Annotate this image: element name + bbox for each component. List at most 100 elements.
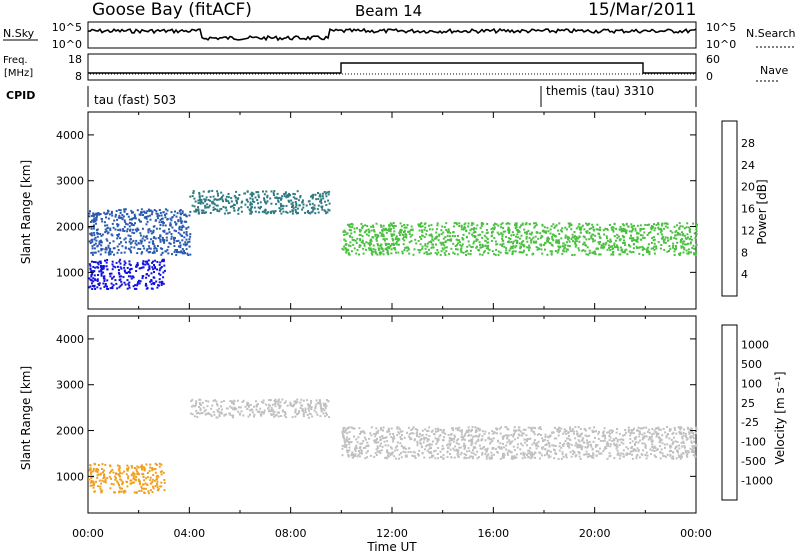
- power-band-2-pixel: [396, 240, 399, 243]
- velocity-band-1-pixel: [396, 434, 399, 437]
- power-band-2-pixel: [532, 252, 535, 255]
- power-band-2-pixel: [443, 226, 446, 229]
- velocity-band-1-pixel: [651, 433, 654, 436]
- power-band-2-pixel: [663, 222, 666, 225]
- power-band-2-pixel: [506, 222, 509, 225]
- velocity-band-1-pixel: [512, 455, 515, 458]
- power-band-2-pixel: [507, 227, 510, 230]
- power-band-1-pixel: [197, 212, 200, 215]
- power-band-2-pixel: [578, 228, 581, 231]
- velocity-band-1-pixel: [496, 432, 498, 435]
- velocity-band-1-pixel: [692, 451, 695, 453]
- power-band-2-pixel: [388, 247, 391, 250]
- velocity-colorbar-frame: [721, 324, 738, 501]
- velocity-band-1-pixel: [574, 455, 577, 458]
- velocity-band-1-pixel: [547, 456, 550, 459]
- velocity-band-1-pixel: [588, 440, 591, 443]
- power-band-2-pixel: [512, 250, 515, 253]
- power-band-2-pixel: [641, 248, 644, 251]
- velocity-colorbar-tick: -100: [741, 436, 766, 449]
- power-band-2-pixel: [382, 250, 385, 253]
- power-band-1-pixel: [213, 203, 216, 206]
- power-band-1-pixel: [246, 200, 249, 203]
- power-band-2-pixel: [370, 240, 373, 243]
- power-band-1-pixel: [263, 197, 265, 200]
- power-band-0-pixel: [151, 210, 154, 213]
- velocity-band-1-pixel: [593, 430, 596, 433]
- power-band-0-pixel: [106, 224, 109, 227]
- power-band-0-pixel: [107, 217, 110, 220]
- velocity-band-1-pixel: [442, 454, 445, 457]
- power-band-3-pixel: [148, 265, 151, 268]
- velocity-band-1-pixel: [685, 454, 688, 457]
- velocity-band-1-pixel: [655, 449, 658, 452]
- power-band-2-pixel: [427, 248, 430, 251]
- power-band-3-pixel: [123, 269, 126, 272]
- power-band-0-pixel: [88, 212, 91, 215]
- velocity-band-1-pixel: [613, 457, 616, 460]
- power-band-2-pixel: [575, 240, 578, 243]
- power-band-2-pixel: [415, 242, 418, 245]
- velocity-band-1-pixel: [468, 429, 471, 431]
- power-band-0-pixel: [138, 213, 141, 216]
- velocity-band-0-pixel: [219, 411, 222, 414]
- power-band-2-pixel: [520, 241, 523, 244]
- power-band-2-pixel: [661, 236, 664, 238]
- velocity-band-1-pixel: [571, 449, 574, 452]
- velocity-band-0-pixel: [190, 400, 193, 403]
- power-band-2-pixel: [456, 243, 459, 246]
- power-band-1-pixel: [287, 195, 290, 198]
- velocity-band-1-pixel: [412, 450, 415, 453]
- power-band-0-pixel: [110, 210, 113, 213]
- power-band-2-pixel: [350, 223, 353, 225]
- velocity-band-0-pixel: [256, 410, 259, 413]
- velocity-band-1-pixel: [470, 430, 472, 433]
- velocity-band-2-pixel: [93, 490, 96, 493]
- velocity-band-1-pixel: [389, 446, 392, 449]
- velocity-band-2-pixel: [103, 480, 105, 483]
- velocity-band-2-pixel: [133, 473, 136, 476]
- velocity-band-2-pixel: [88, 469, 91, 472]
- power-band-2-pixel: [602, 229, 605, 232]
- power-band-2-pixel: [470, 224, 473, 227]
- power-band-2-pixel: [445, 228, 448, 231]
- power-band-2-pixel: [374, 251, 377, 253]
- velocity-band-1-pixel: [366, 441, 369, 444]
- date-title: 15/Mar/2011: [588, 0, 696, 20]
- power-band-3-pixel: [93, 284, 96, 287]
- velocity-band-1-pixel: [674, 440, 677, 443]
- velocity-band-1-pixel: [595, 450, 598, 453]
- power-band-2-pixel: [440, 243, 443, 246]
- velocity-band-1-pixel: [560, 457, 563, 460]
- power-band-2-pixel: [653, 242, 656, 245]
- power-band-2-pixel: [424, 247, 427, 250]
- power-band-0-pixel: [89, 210, 91, 213]
- velocity-band-2-pixel: [131, 473, 134, 476]
- power-band-2-pixel: [674, 234, 677, 237]
- velocity-band-1-pixel: [655, 427, 658, 430]
- velocity-band-0-pixel: [201, 412, 204, 414]
- power-band-0-pixel: [187, 226, 190, 229]
- velocity-band-0-pixel: [249, 409, 251, 412]
- power-band-2-pixel: [693, 232, 696, 235]
- velocity-band-0-pixel: [297, 412, 300, 414]
- power-band-2-pixel: [599, 229, 602, 231]
- power-band-0-pixel: [90, 251, 93, 254]
- velocity-band-1-pixel: [426, 438, 429, 441]
- power-band-0-pixel: [155, 210, 158, 213]
- power-band-2-pixel: [592, 240, 595, 243]
- velocity-band-1-pixel: [591, 429, 594, 432]
- velocity-band-1-pixel: [663, 443, 666, 446]
- power-band-0-pixel: [99, 241, 102, 244]
- velocity-band-2-pixel: [149, 476, 152, 479]
- power-band-0-pixel: [90, 232, 93, 235]
- velocity-band-1-pixel: [522, 428, 525, 431]
- velocity-band-1-pixel: [672, 455, 675, 458]
- velocity-band-1-pixel: [357, 436, 360, 439]
- velocity-band-1-pixel: [542, 439, 545, 442]
- power-band-2-pixel: [448, 252, 451, 255]
- velocity-band-2-pixel: [115, 480, 118, 483]
- power-band-2-pixel: [481, 231, 484, 233]
- power-band-0-pixel: [131, 231, 134, 234]
- power-band-1-pixel: [206, 203, 209, 206]
